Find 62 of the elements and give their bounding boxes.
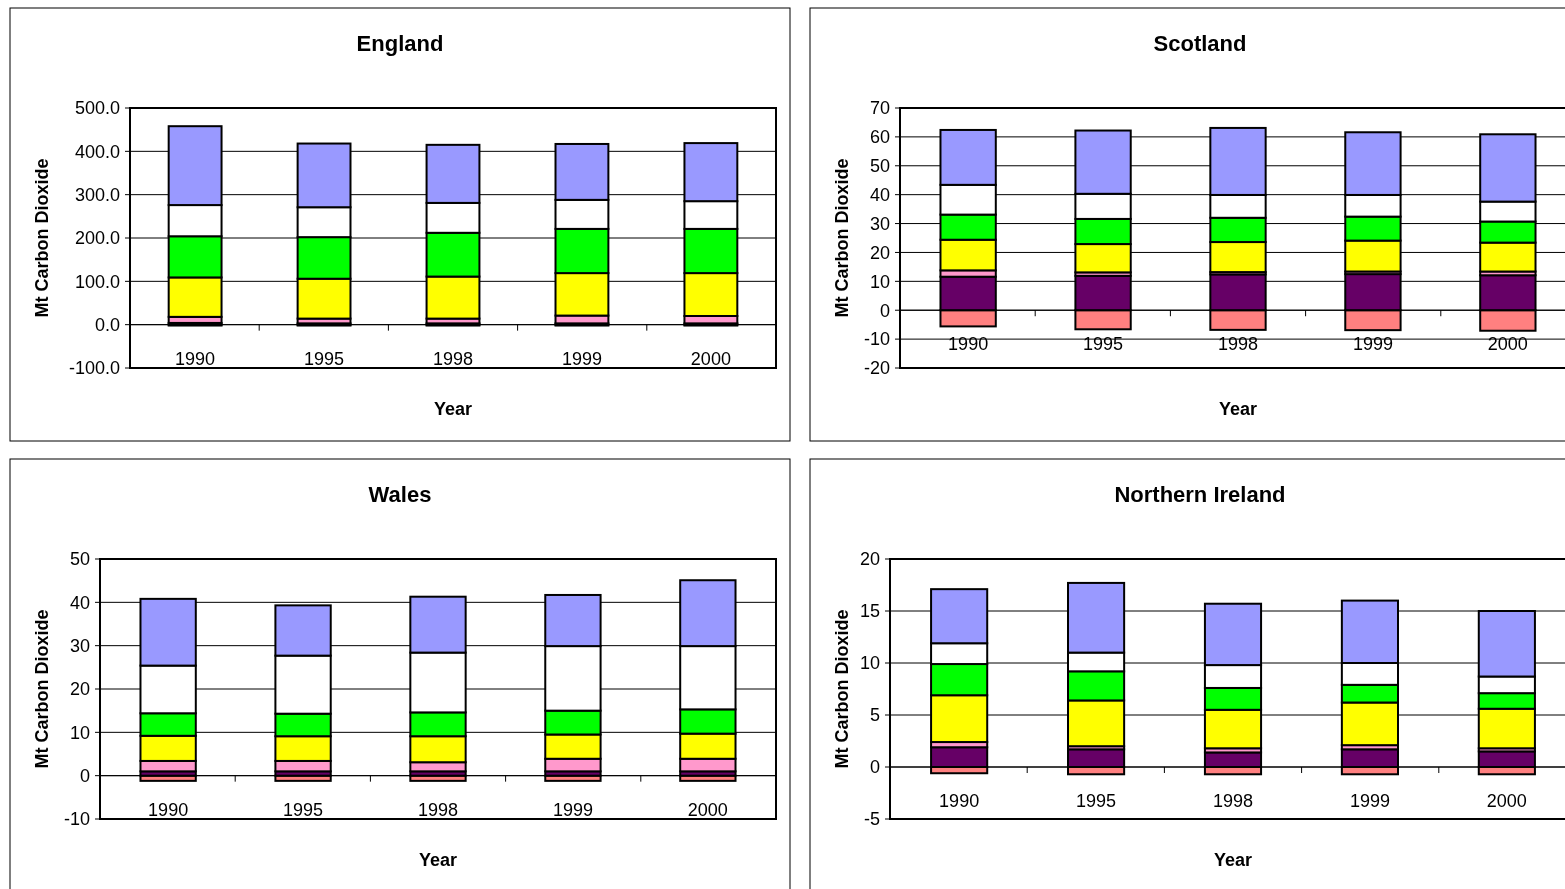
x-tick-label: 1999 — [561, 348, 602, 369]
y-tick-label: 50 — [69, 549, 90, 570]
x-axis-title: Year — [418, 850, 458, 870]
y-tick-label: 0.0 — [94, 314, 120, 335]
y-tick-label: 10 — [69, 722, 90, 743]
chart-title: Northern Ireland — [1114, 482, 1286, 507]
y-tick-label: 5 — [869, 705, 880, 726]
y-tick-label: 300.0 — [74, 184, 120, 205]
y-tick-label: -20 — [863, 358, 890, 379]
y-axis-title: Mt Carbon Dioxide — [32, 158, 52, 318]
x-tick-label: 1995 — [1076, 791, 1117, 811]
y-axis-title: Mt Carbon Dioxide — [32, 609, 52, 769]
y-tick-label: 30 — [869, 213, 890, 234]
x-tick-label: 1990 — [175, 348, 216, 369]
x-tick-label: 1990 — [948, 334, 989, 355]
x-tick-label: 1998 — [1217, 334, 1259, 355]
y-tick-label: 40 — [869, 184, 890, 205]
y-tick-label: 20 — [869, 242, 890, 263]
y-tick-label: -10 — [863, 329, 890, 350]
y-tick-label: 40 — [69, 592, 90, 613]
y-tick-label: 50 — [869, 156, 890, 177]
x-tick-label: 1999 — [1352, 334, 1393, 355]
y-tick-label: 10 — [859, 653, 880, 674]
y-tick-label: 0 — [879, 300, 890, 321]
x-tick-label: 2000 — [687, 799, 728, 820]
y-tick-label: -5 — [863, 809, 880, 830]
x-axis-title: Year — [1218, 399, 1258, 419]
x-axis-title: Year — [1213, 850, 1253, 870]
x-tick-label: 2000 — [1487, 334, 1528, 355]
y-tick-label: 15 — [859, 601, 880, 622]
x-tick-label: 1998 — [432, 348, 474, 369]
y-tick-label: 400.0 — [74, 141, 120, 162]
y-tick-label: 200.0 — [74, 228, 120, 249]
y-tick-label: -10 — [63, 809, 90, 830]
x-tick-label: 2000 — [690, 348, 731, 369]
y-axis-title: Mt Carbon Dioxide — [832, 609, 852, 769]
x-axis-title: Year — [433, 399, 473, 419]
y-axis-title: Mt Carbon Dioxide — [832, 158, 852, 318]
y-tick-label: 70 — [869, 98, 890, 119]
y-tick-label: 0 — [869, 757, 880, 778]
x-tick-label: 2000 — [1486, 791, 1527, 811]
x-tick-label: 1998 — [417, 799, 459, 820]
x-tick-label: 1990 — [939, 791, 980, 811]
x-tick-label: 1999 — [1349, 791, 1390, 811]
y-tick-label: 60 — [869, 127, 890, 148]
chart-title: England — [356, 31, 444, 56]
y-tick-label: 0 — [79, 765, 90, 786]
y-tick-label: 500.0 — [74, 98, 120, 119]
chart-title: Wales — [368, 482, 432, 507]
x-tick-label: 1999 — [552, 799, 593, 820]
y-tick-label: 20 — [69, 679, 90, 700]
x-tick-label: 1998 — [1212, 791, 1254, 811]
x-tick-label: 1990 — [148, 799, 189, 820]
chart-title: Scotland — [1153, 31, 1247, 56]
y-tick-label: 100.0 — [74, 271, 120, 292]
y-tick-label: 20 — [859, 549, 880, 570]
y-tick-label: 30 — [69, 635, 90, 656]
x-tick-label: 1995 — [1083, 334, 1124, 355]
x-tick-label: 1995 — [283, 799, 324, 820]
y-tick-label: 10 — [869, 271, 890, 292]
y-tick-label: -100.0 — [68, 358, 120, 379]
x-tick-label: 1995 — [304, 348, 345, 369]
